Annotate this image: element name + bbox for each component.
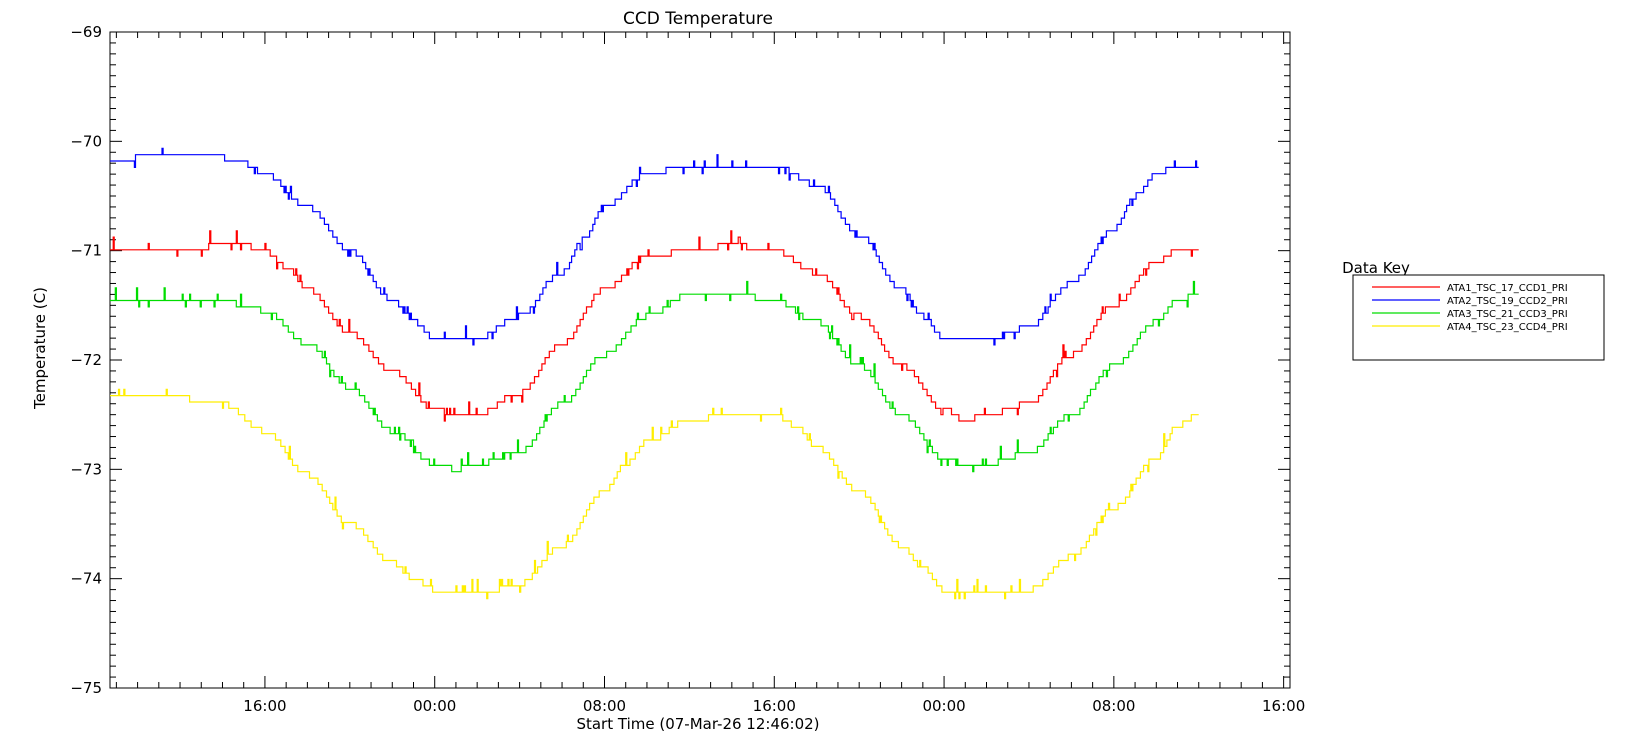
x-tick-label: 16:00	[243, 697, 286, 715]
x-tick-label: 08:00	[1092, 697, 1135, 715]
plot-frame	[109, 31, 1291, 689]
y-tick-label: −72	[70, 351, 102, 369]
series-layer	[110, 147, 1199, 600]
legend-label: ATA2_TSC_19_CCD2_PRI	[1447, 296, 1568, 307]
legend-label: ATA3_TSC_21_CCD3_PRI	[1447, 309, 1568, 320]
x-axis-title: Start Time (07-Mar-26 12:46:02)	[576, 715, 819, 733]
x-tick-label: 00:00	[413, 697, 456, 715]
series-line-4	[110, 388, 1199, 600]
y-tick-label: −71	[70, 242, 102, 260]
legend-title: Data Key	[1342, 259, 1410, 277]
y-axis-title: Temperature (C)	[31, 287, 49, 410]
chart-title: CCD Temperature	[623, 9, 773, 29]
y-tick-label: −74	[70, 570, 102, 588]
y-tick-label: −69	[70, 23, 102, 41]
legend-box	[1352, 274, 1605, 361]
legend: Data Key ATA1_TSC_17_CCD1_PRI ATA2_TSC_19…	[1342, 259, 1605, 361]
series-line-1	[110, 230, 1199, 422]
y-tick-label: −70	[70, 132, 102, 150]
y-axis: −69 −70 −71 −72 −73 −74 −75	[70, 23, 1290, 697]
legend-label: ATA1_TSC_17_CCD1_PRI	[1447, 283, 1568, 294]
x-tick-label: 16:00	[1262, 697, 1305, 715]
x-tick-label: 00:00	[922, 697, 965, 715]
series-line-3	[110, 280, 1199, 473]
x-axis: 16:00 00:00 08:00 16:00 00:00 08:00 16:00	[115, 32, 1305, 715]
x-tick-label: 08:00	[583, 697, 626, 715]
x-tick-label: 16:00	[753, 697, 796, 715]
series-line-2	[110, 147, 1199, 346]
y-tick-label: −75	[70, 679, 102, 697]
y-tick-label: −73	[70, 460, 102, 478]
legend-label: ATA4_TSC_23_CCD4_PRI	[1447, 322, 1568, 333]
